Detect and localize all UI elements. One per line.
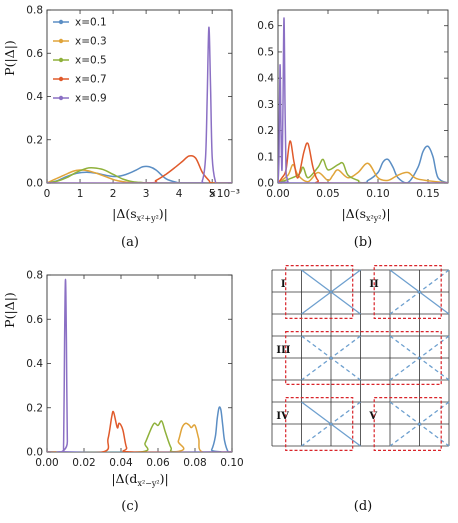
chart-c-ylabel: P(|Δ|) [2,292,17,328]
chart-b-series-line [278,158,448,183]
chart-b-xtick-label: 0.15 [416,188,439,200]
chart-c-series-line [47,422,232,452]
lattice-group-label: IV [276,411,289,422]
lattice-groups [285,265,442,452]
lattice-bond [301,335,361,381]
legend-label: x=0.9 [75,93,107,105]
chart-c-ytick-label: 0.4 [26,358,43,370]
chart-b: 0.00 0.05 0.10 0.15 0.0 0.1 0.2 0.3 0.4 0.5 0.6 |Δ… [257,9,449,250]
chart-c-ytick-label: 0.8 [26,270,43,282]
legend-label: x=0.7 [75,74,107,86]
chart-b-xtick-label: 0.05 [316,188,339,200]
chart-a-series-line [47,26,232,183]
chart-a-xtick-label: 0 [44,188,51,200]
chart-a-ylabel: P(|Δ|) [2,40,17,76]
legend-label: x=0.1 [75,17,107,29]
legend-marker [58,57,64,63]
chart-c-xtick-label: 0.08 [183,457,206,469]
lattice-bond [389,269,450,315]
chart-a-legend: x=0.1 x=0.3 x=0.5 x=0.7 x=0.9 [53,17,107,105]
chart-c-xtick-label: 0.10 [220,457,243,469]
chart-b-ytick-label: 0.6 [257,20,274,32]
lattice-bond [301,401,361,447]
chart-a-xtick-label: 1 [77,188,84,200]
lattice-bonds [301,269,450,447]
chart-a-series [47,26,232,183]
legend-marker [58,38,64,44]
lattice-group-label: III [276,345,290,356]
chart-c-xtick-label: 0.02 [72,457,95,469]
chart-a-caption: (a) [121,235,139,250]
chart-a: 0 1 2 3 4 5 0.0 0.2 0.4 0.6 0.8 P(|Δ|) |Δ(sx²+y²)|… [2,5,240,251]
lattice-group-box [285,331,442,386]
chart-c-ytick-label: 0.0 [26,447,43,459]
legend-label: x=0.5 [75,55,107,67]
chart-a-xlabel: |Δ(sx²+y²)| [112,206,168,223]
chart-a-ytick-label: 0.0 [26,178,43,190]
chart-b-series-line [278,145,448,183]
diagram-caption: (d) [354,499,372,514]
chart-b-ytick-label: 0.3 [257,99,274,111]
lattice-bond [389,335,450,381]
chart-b-xtick-label: 0.10 [366,188,389,200]
chart-b-ytick-label: 0.4 [257,73,274,85]
chart-c-ytick-label: 0.2 [26,402,43,414]
legend-label: x=0.3 [75,36,107,48]
chart-a-ytick-label: 0.6 [26,48,43,60]
chart-b-ytick-label: 0.5 [257,46,274,58]
chart-a-ytick-label: 0.8 [26,5,43,17]
chart-a-plot: 0 1 2 3 4 5 0.0 0.2 0.4 0.6 0.8 [26,5,233,200]
chart-a-xtick-label: 3 [143,188,150,200]
chart-c-plot: 0.00 0.02 0.04 0.06 0.08 0.10 0.0 0.2 0.4 0.6 0.8 [26,270,243,470]
lattice-bond [301,269,361,315]
chart-c-series-line [47,410,232,452]
chart-c-series-line [47,406,232,452]
chart-b-xtick-label: 0.00 [266,188,289,200]
chart-a-series-line [47,154,232,183]
legend-marker [58,76,64,82]
chart-a-ytick-label: 0.2 [26,134,43,146]
legend-marker [58,19,64,25]
lattice-group-label: II [369,279,379,290]
chart-c-series-line [47,278,232,452]
chart-a-axis-multiplier: ×10⁻³ [208,188,240,200]
chart-a-xtick-label: 5 [209,188,216,200]
lattice-bond [389,401,450,447]
chart-c-series [47,278,232,452]
chart-b-series-line [278,17,448,183]
lattice-group-label: V [368,411,377,422]
chart-b-xlabel: |Δ(sx²y²)| [341,206,390,223]
chart-c-xtick-label: 0.06 [146,457,170,469]
legend-marker [58,95,64,101]
chart-b-ytick-label: 0.2 [257,125,274,137]
chart-c: 0.00 0.02 0.04 0.06 0.08 0.100.00.20.40.60.8 … [2,270,244,515]
chart-b-caption: (b) [354,235,372,250]
chart-b-ytick-label: 0.0 [257,178,274,190]
chart-b-ytick-label: 0.1 [257,151,274,163]
chart-b-plot: 0.00 0.05 0.10 0.15 0.0 0.1 0.2 0.3 0.4 0.5 0.6 [257,9,449,200]
chart-a-xtick-label: 2 [110,188,117,200]
chart-b-series-line [278,162,448,183]
chart-c-series-line [47,420,232,452]
chart-c-frame [46,274,233,453]
chart-c-xtick-label: 0.04 [109,457,133,469]
chart-b-series-line [278,140,448,183]
chart-c-xlabel: |Δ(dx²−y²)| [111,471,168,488]
chart-b-series [278,17,448,183]
chart-a-xtick-label: 4 [176,188,183,200]
lattice-group-label: I [281,279,286,290]
chart-c-caption: (c) [121,499,138,514]
lattice-grid [271,269,450,447]
chart-c-xtick-label: 0.00 [35,457,58,469]
chart-a-ytick-label: 0.4 [26,91,43,103]
chart-c-ytick-label: 0.6 [26,314,43,326]
